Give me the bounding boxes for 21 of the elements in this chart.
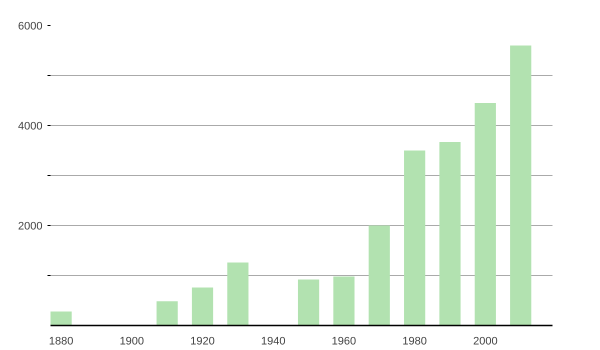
bar <box>439 142 461 326</box>
bar <box>192 288 214 326</box>
bar <box>404 150 426 326</box>
bar <box>298 280 320 326</box>
x-tick-label: 1920 <box>190 336 215 348</box>
bar <box>50 312 72 326</box>
y-tick-label: 2000 <box>18 220 43 232</box>
bar <box>510 46 532 326</box>
x-tick-label: 1940 <box>260 336 286 348</box>
y-tick-label: 6000 <box>18 20 43 32</box>
x-tick-label: 1880 <box>48 336 74 348</box>
bar <box>156 301 178 326</box>
x-tick-label: 1900 <box>120 336 144 348</box>
bar <box>474 103 496 326</box>
bar <box>333 276 355 326</box>
x-tick-label: 1960 <box>332 336 356 348</box>
x-tick-label: 1980 <box>402 336 427 348</box>
bar <box>227 262 248 326</box>
bar <box>368 226 390 326</box>
x-tick-label: 2000 <box>473 336 498 348</box>
y-tick-label: 4000 <box>18 120 43 132</box>
